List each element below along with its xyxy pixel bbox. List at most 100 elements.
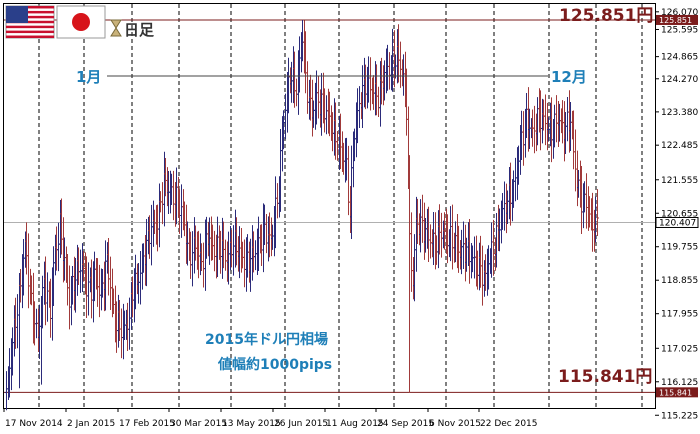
ohlc-bar xyxy=(369,57,372,111)
ohlc-bar xyxy=(232,225,235,276)
ohlc-bar xyxy=(276,183,279,219)
x-tick-label: 6 Nov 2015 xyxy=(429,419,481,429)
ohlc-bar xyxy=(128,297,131,350)
x-tick-label: 30 Mar 2015 xyxy=(170,419,227,429)
ohlc-bar xyxy=(585,173,588,229)
ohlc-bars xyxy=(5,19,599,411)
ohlc-bar xyxy=(421,194,424,243)
low-price-box xyxy=(656,387,698,398)
x-tick-label: 2 Jan 2015 xyxy=(67,419,115,429)
ohlc-bar xyxy=(481,245,484,306)
x-tick-label: 26 Jun 2015 xyxy=(274,419,328,429)
ohlc-bar xyxy=(180,184,183,238)
high-price-label: 125.851円 xyxy=(559,6,653,26)
flag-stripe xyxy=(6,15,54,19)
y-tick-label: 115.225 xyxy=(661,411,698,421)
ohlc-bar xyxy=(492,219,495,276)
y-tick-label: 118.855 xyxy=(661,276,698,286)
us-flag-icon xyxy=(5,5,55,39)
ohlc-bar xyxy=(347,145,350,216)
flag-stripe xyxy=(6,10,54,14)
ohlc-bar xyxy=(522,111,525,166)
ohlc-bar xyxy=(462,221,465,269)
low-price-text: 115.841 xyxy=(659,388,692,397)
ohlc-bar xyxy=(295,78,298,107)
summary-line-1: 2015年ドル円相場 xyxy=(205,331,328,348)
ohlc-bar xyxy=(27,233,30,309)
x-tick-label: 13 May 2015 xyxy=(222,419,281,429)
flag-stripe xyxy=(6,6,54,9)
ohlc-bar xyxy=(5,371,8,411)
ohlc-bar xyxy=(87,262,90,316)
flag-stripe xyxy=(6,35,54,38)
ohlc-bar xyxy=(317,76,320,119)
start-month-label: 1月 xyxy=(76,68,101,86)
low-price-label: 115.841円 xyxy=(558,367,652,387)
ohlc-bar xyxy=(68,265,71,330)
ohlc-bar xyxy=(172,170,175,221)
ohlc-bar xyxy=(399,41,402,88)
ohlc-bar xyxy=(503,181,506,231)
ohlc-bar xyxy=(57,222,60,272)
ohlc-bar xyxy=(120,308,123,359)
ohlc-bar xyxy=(408,155,411,393)
y-tick-label: 123.380 xyxy=(661,108,698,118)
ohlc-bar xyxy=(150,204,153,266)
ohlc-bar xyxy=(440,212,443,258)
ohlc-bar xyxy=(306,61,309,114)
flag-stripe xyxy=(6,30,54,34)
flag-stripe xyxy=(6,20,54,24)
x-tick-label: 24 Sep 2015 xyxy=(377,419,434,429)
price-axis: 126.070 125.595 124.865 124.270 123.380 122.4… xyxy=(655,8,699,421)
ohlc-bar xyxy=(566,97,569,142)
y-tick-label: 126.070 xyxy=(661,8,698,18)
end-month-label: 12月 xyxy=(551,68,587,86)
ohlc-bar xyxy=(596,189,599,237)
x-tick-label: 17 Nov 2014 xyxy=(5,419,63,429)
summary-line-2: 値幅約1000pips xyxy=(217,356,332,373)
ohlc-bar xyxy=(451,204,454,270)
ohlc-bar xyxy=(574,129,577,192)
high-price-box xyxy=(656,14,698,25)
flag-stripe xyxy=(6,25,54,29)
current-price-box xyxy=(655,216,699,228)
y-tick-label: 122.485 xyxy=(661,141,698,151)
y-tick-label: 120.655 xyxy=(661,209,698,219)
plot-frame xyxy=(3,3,656,409)
high-price-text: 125.851 xyxy=(659,16,692,25)
y-tick-label: 117.025 xyxy=(661,344,698,354)
hourglass-icon xyxy=(110,19,122,37)
ohlc-bar xyxy=(429,224,432,259)
ohlc-bar xyxy=(16,294,19,349)
ohlc-bar xyxy=(555,95,558,143)
y-tick-label: 124.865 xyxy=(661,53,698,63)
ohlc-bar xyxy=(544,94,547,146)
ohlc-bar xyxy=(284,93,287,140)
y-tick-label: 124.270 xyxy=(661,75,698,85)
ohlc-bar xyxy=(191,231,194,287)
ohlc-bar xyxy=(46,272,49,322)
y-tick-label: 117.955 xyxy=(661,310,698,320)
ohlc-bar xyxy=(139,251,142,305)
ohlc-bar xyxy=(202,242,205,288)
ohlc-bar xyxy=(533,105,536,154)
ohlc-bar xyxy=(265,214,268,254)
ohlc-bar xyxy=(161,182,164,225)
ohlc-bar xyxy=(254,240,257,271)
ohlc-bar xyxy=(98,264,101,318)
ohlc-bar xyxy=(213,230,216,272)
y-tick-label: 119.755 xyxy=(661,243,698,253)
ohlc-bar xyxy=(388,52,391,90)
x-tick-label: 11 Aug 2015 xyxy=(326,419,384,429)
ohlc-bar xyxy=(358,86,361,129)
ohlc-bar xyxy=(109,256,112,310)
current-price-text: 120.407 xyxy=(659,218,696,228)
timeframe-label: 日足 xyxy=(124,21,155,39)
x-tick-label: 22 Dec 2015 xyxy=(480,419,538,429)
y-tick-label: 121.555 xyxy=(661,176,698,186)
ohlc-bar xyxy=(224,239,227,271)
japan-flag-icon xyxy=(56,5,106,39)
x-tick-label: 17 Feb 2015 xyxy=(119,419,175,429)
